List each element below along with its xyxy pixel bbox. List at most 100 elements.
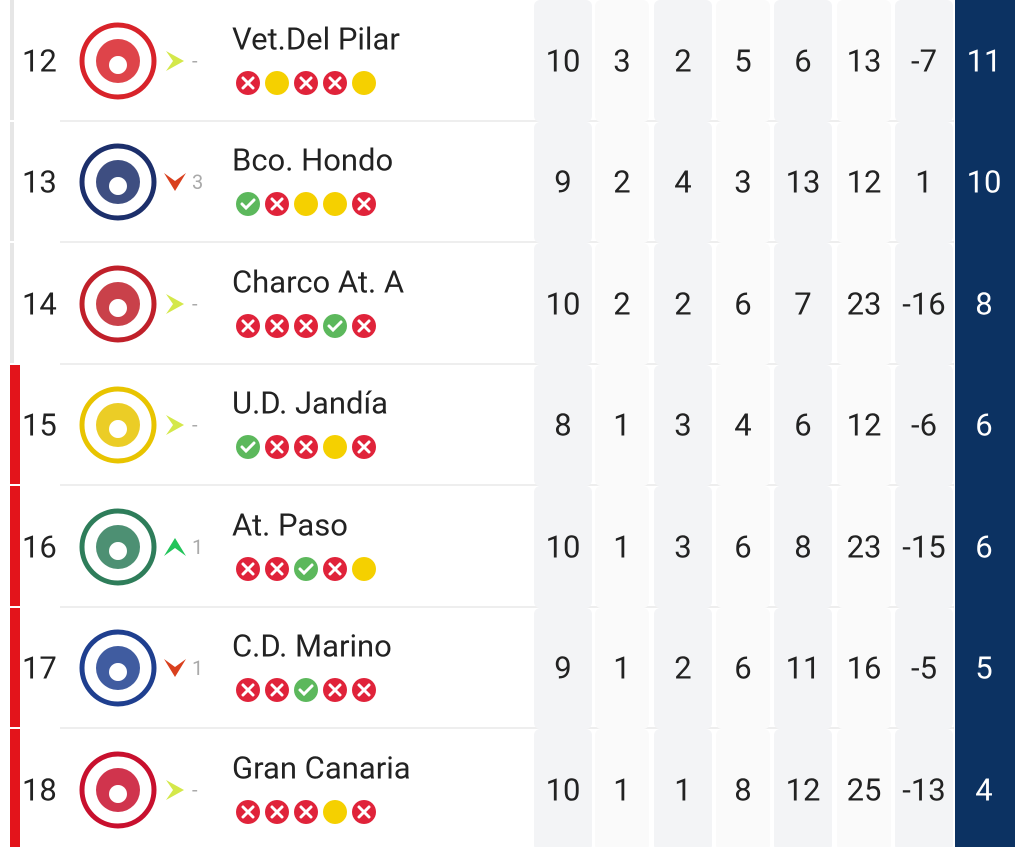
trend-label: - [192,413,198,438]
column-bg [534,607,592,729]
column-bg [895,0,953,122]
stat: 10 [545,42,581,80]
stat: 10 [545,771,581,809]
stat: 12 [846,406,882,444]
position: 17 [22,649,57,687]
column-bg [595,0,649,122]
position: 16 [22,528,57,566]
stat: 13 [785,163,821,201]
stat: 13 [846,42,882,80]
column-bg [774,121,832,243]
trend-label: 1 [192,656,204,681]
column-bg [774,729,832,847]
stat: -15 [902,528,946,566]
points: 4 [975,771,993,809]
form-loss [236,70,260,95]
points: 6 [975,406,993,444]
form-win [236,435,260,460]
form-x [270,683,284,697]
stat: 2 [674,285,692,323]
stat: -5 [911,649,937,687]
stat: 5 [734,42,752,80]
form-loss [236,556,260,581]
column-bg [774,607,832,729]
stat: 23 [846,528,882,566]
team-name: Bco. Hondo [232,141,394,179]
stat: 6 [794,406,812,444]
column-bg [654,243,712,365]
row-divider [60,362,954,365]
column-bg [895,486,953,608]
trend-down [164,173,186,192]
form-dot [352,556,376,581]
form-x [241,683,255,697]
form-check [240,441,256,454]
standings-row[interactable]: 13 3 Bco. Hondo 9 2 4 3 13 12 1 10 [0,121,1024,243]
team-logo [79,265,157,343]
column-bg [595,729,649,847]
form-draw [352,556,376,581]
trend-icon [166,293,184,314]
trend-label: 1 [192,534,204,559]
logo-ball [109,663,127,682]
zone-strip [10,607,20,727]
stat: 2 [674,42,692,80]
form-loss [294,435,318,460]
column-bg [837,121,891,243]
stat: 12 [846,163,882,201]
column-bg [716,0,770,122]
column-bg [895,121,953,243]
team-logo [79,386,157,464]
stat: 3 [613,42,631,80]
trend-same [166,50,184,71]
trend-same [166,415,184,436]
form-x [357,319,371,333]
standings-row[interactable]: 15 - U.D. Jandía 8 1 3 4 6 12 -6 6 [0,364,1024,486]
points: 6 [975,528,993,566]
standings-row[interactable]: 14 - Charco At. A 10 2 2 6 7 23 -16 8 [0,243,1024,365]
team-name: At. Paso [232,506,348,544]
form-x [357,197,371,211]
column-bg [534,243,592,365]
stat: 10 [545,285,581,323]
points-bg [955,486,1015,608]
form-loss [323,678,347,703]
stat: 10 [545,528,581,566]
stat: 3 [734,163,752,201]
column-bg [774,243,832,365]
column-bg [716,486,770,608]
row-divider [60,727,954,729]
form-dot [352,70,376,95]
standings-row[interactable]: 17 1 C.D. Marino 9 1 2 6 11 16 -5 5 [0,607,1024,729]
standings-row[interactable]: 18- Gran Canaria 10 1 1 8 12 25 -13 4 [0,729,1024,847]
team-name: Charco At. A [232,263,405,301]
form-draw [323,192,347,217]
form-x [357,683,371,697]
column-bg [595,121,649,243]
form-x [357,805,371,819]
stat: 2 [674,649,692,687]
trend-label: 3 [192,170,204,195]
zone-strip [10,486,20,606]
standings-row[interactable]: 16 1 At. Paso 10 1 3 6 8 23 -15 6 [0,486,1024,608]
form-x [299,805,313,819]
trend-same [166,293,184,314]
team-logo [79,629,157,707]
stat: -7 [911,42,937,80]
trend-icon [166,779,184,800]
standings-row[interactable]: 12 - Vet.Del Pilar 10 3 2 5 6 13 -7 11 [0,0,1024,122]
column-bg [895,243,953,365]
stat: -16 [902,285,946,323]
points-bg [955,607,1015,729]
logo-ball [109,177,127,196]
form-x [270,805,284,819]
points-bg [955,364,1015,486]
column-bg [837,364,891,486]
points-bg [955,729,1015,847]
column-bg [534,121,592,243]
form-dot [294,192,318,217]
stat: 6 [734,528,752,566]
column-bg [534,729,592,847]
zone-strip [10,0,14,120]
column-bg [595,243,649,365]
